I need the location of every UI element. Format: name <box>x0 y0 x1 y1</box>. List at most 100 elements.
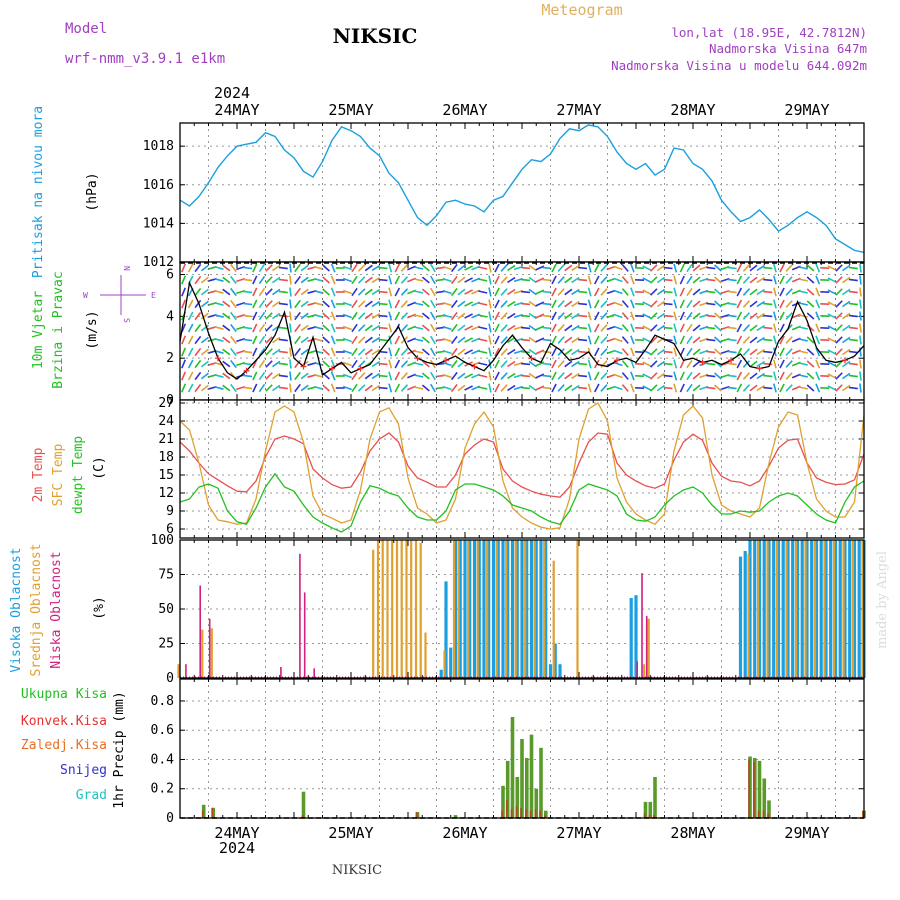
wind-arrow <box>500 324 508 332</box>
wind-arrow <box>407 373 417 379</box>
wind-arrow <box>551 359 557 369</box>
wind-arrow <box>300 312 309 320</box>
wind-arrow <box>642 337 652 343</box>
wind-arrow <box>265 372 273 380</box>
wind-arrow <box>827 325 837 331</box>
cloud-bar-0 <box>553 643 557 678</box>
wind-arrow <box>593 347 600 357</box>
cloud-bar-0 <box>810 540 814 678</box>
wind-unit: (m/s) <box>85 310 100 349</box>
wind-arrow <box>742 384 751 392</box>
wind-arrow <box>464 373 473 379</box>
wind-arrow <box>500 348 508 356</box>
wind-arrow <box>400 324 409 332</box>
wind-arrow <box>600 264 608 272</box>
wind-arrow <box>742 300 751 308</box>
wind-arrow <box>435 386 445 390</box>
precip-total-bar <box>510 717 515 818</box>
temperature-ytick-label: 27 <box>158 396 174 411</box>
wind-arrow <box>289 299 292 309</box>
wind-arrow <box>435 266 445 270</box>
wind-arrow <box>214 338 224 342</box>
temperature-ytick-label: 15 <box>158 468 174 483</box>
wind-arrow <box>289 287 292 297</box>
wind-arrow <box>621 288 629 296</box>
wind-arrow <box>714 276 722 284</box>
precip-conv-bar <box>767 813 769 818</box>
wind-arrow <box>181 299 187 309</box>
wind-arrow <box>587 359 592 369</box>
wind-arrow <box>535 277 545 283</box>
wind-arrow <box>430 335 436 345</box>
cloud-bar-0 <box>848 540 852 678</box>
wind-arrow <box>564 348 573 356</box>
wind-arrow <box>357 348 366 356</box>
wind-arrow <box>289 323 292 333</box>
wind-arrow <box>351 275 358 285</box>
wind-arrow <box>673 347 678 357</box>
wind-arrow <box>222 288 231 296</box>
wind-arrow <box>779 275 785 285</box>
wind-arrow <box>272 360 281 368</box>
wind-arrow <box>194 275 202 285</box>
wind-arrow <box>450 275 458 285</box>
precip-total-bar <box>653 777 657 818</box>
wind-arrow <box>692 324 701 332</box>
compass-e: E <box>151 291 156 300</box>
wind-arrow <box>494 335 500 345</box>
top-day-label: 29MAY <box>784 101 829 119</box>
cloud-bar-0 <box>472 540 477 678</box>
wind-arrow <box>388 323 393 333</box>
precip-conv-bar <box>201 810 204 818</box>
wind-arrow <box>621 300 629 308</box>
wind-arrow <box>656 384 666 392</box>
precip-total-bar <box>762 778 767 818</box>
wind-arrow <box>785 276 793 284</box>
wind-arrow <box>571 264 580 272</box>
wind-arrow <box>294 371 301 381</box>
wind-arrow <box>488 287 492 297</box>
wind-arrow <box>714 348 722 356</box>
cloud-bar-0 <box>838 540 842 678</box>
wind-arrow <box>471 385 481 391</box>
cloud-bar-1 <box>443 650 446 678</box>
cloud-bar-2 <box>280 667 282 678</box>
wind-arrow <box>763 314 773 318</box>
temperature-border <box>179 399 865 539</box>
temperature-background <box>180 400 864 538</box>
precip-conv-bar <box>544 815 546 818</box>
wind-arrow <box>272 348 281 356</box>
wind-arrow <box>714 300 722 308</box>
wind-arrow <box>521 302 531 306</box>
wind-arrow <box>551 323 557 333</box>
wind-arrow <box>222 264 231 272</box>
wind-arrow <box>342 289 352 295</box>
cloud-bar-1 <box>861 540 864 678</box>
cloud-bar-1 <box>524 540 527 678</box>
cloud-bar-1 <box>476 540 479 678</box>
wind-arrow <box>600 336 608 344</box>
wind-arrow <box>342 325 352 331</box>
wind-arrow <box>736 383 743 393</box>
wind-arrow <box>222 336 231 344</box>
wind-arrow <box>650 360 658 368</box>
wind-arrow <box>194 347 202 357</box>
wind-arrow <box>507 360 516 368</box>
precip-total-bar <box>648 801 653 818</box>
wind-arrow <box>679 263 685 273</box>
wind-arrow <box>798 350 808 354</box>
wind-arrow <box>414 362 424 366</box>
wind-arrow <box>430 371 436 381</box>
wind-arrow <box>478 266 488 270</box>
wind-arrow <box>528 360 537 368</box>
wind-arrow <box>798 314 808 318</box>
wind-arrow <box>200 324 209 332</box>
wind-arrow <box>564 360 573 368</box>
wind-arrow <box>571 372 580 380</box>
wind-arrow <box>421 372 430 380</box>
wind-arrow <box>357 324 366 332</box>
wind-arrow <box>650 312 658 320</box>
precip-ytick-label: 0 <box>166 811 174 826</box>
cloud-bar-1 <box>376 540 380 678</box>
precip-unit: 1hr Precip (mm) <box>112 691 127 808</box>
